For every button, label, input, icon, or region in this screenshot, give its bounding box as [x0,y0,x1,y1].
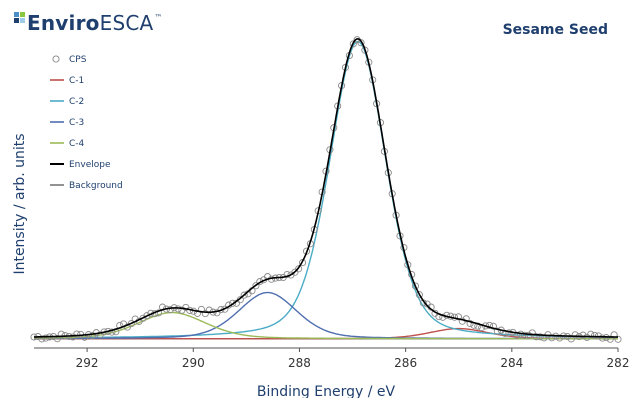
cps-data-point [252,282,260,290]
x-axis-label: Binding Energy / eV [257,384,396,398]
cps-data-point [579,331,587,339]
cps-data-point [73,330,81,338]
cps-data-point [357,39,365,47]
cps-data-point [38,335,46,343]
logo-trademark: ™ [154,13,163,22]
legend-label-c-2: C-2 [69,97,84,107]
x-tick-label: 288 [288,356,311,370]
enviroesca-logo: EnviroESCA ™ [14,10,162,36]
series-c-4-line [33,311,618,340]
legend-label-envelope: Envelope [69,160,111,170]
sample-title: Sesame Seed [502,22,608,38]
cps-data-point [108,328,116,336]
legend-label-c-4: C-4 [69,139,85,149]
legend: CPS C-1 C-2 C-3 C-4 Envelope Background [50,55,123,191]
cps-data-point [466,319,474,328]
series-c-3-line [34,291,618,340]
axes: 292 290 288 286 284 282 [34,347,630,370]
cps-data-point [524,331,533,339]
cps-data-point [485,321,494,329]
cps-data-point [493,327,501,335]
cps-data-point [439,313,447,321]
cps-data-point [536,333,544,341]
legend-label-c-3: C-3 [69,118,84,128]
logo-squares-icon [14,12,25,23]
logo-square-4 [20,18,25,23]
series-envelope-line [34,37,618,338]
logo-wordmark-light: ESCA [99,11,154,35]
cps-data-point [229,299,237,307]
cps-data-point [295,265,303,273]
cps-data-point [556,334,564,342]
cps-data-point [454,313,462,321]
cps-data-point [532,333,540,341]
cps-data-point [614,335,622,343]
cps-data-point [349,40,357,48]
y-axis-label: Intensity / arb. units [12,133,28,274]
cps-data-point [598,334,606,342]
legend-label-c-1: C-1 [69,76,84,86]
cps-data-point [521,331,529,339]
cps-data-point [143,312,151,320]
x-tick-label: 286 [394,356,417,370]
logo-wordmark: EnviroESCA [27,10,153,36]
plot-area [30,36,622,343]
cps-data-point [123,323,131,331]
logo-square-3 [14,18,19,23]
cps-data-point [489,322,497,330]
logo-square-2 [20,12,25,17]
x-tick-label: 290 [182,356,205,370]
cps-data-point [240,291,248,299]
cps-data-point [57,330,65,338]
cps-data-point [462,315,470,323]
legend-label-cps: CPS [69,55,87,65]
cps-data-point [201,310,209,318]
legend-label-background: Background [69,181,123,191]
cps-data-point [548,334,556,342]
cps-data-point [591,331,599,339]
x-tick-label: 282 [607,356,630,370]
cps-data-point [42,334,50,342]
x-tick-label: 284 [500,356,523,370]
logo-square-1 [14,12,19,17]
cps-data-point [127,320,135,328]
cps-data-point [166,306,174,314]
legend-marker-cps [52,55,60,63]
cps-data-point [528,329,536,337]
x-tick-label: 292 [76,356,99,370]
cps-data-point [415,291,423,299]
cps-data-point [610,331,618,339]
cps-data-point [411,282,420,290]
cps-data-point [571,331,579,339]
logo-wordmark-bold: Enviro [27,11,100,35]
cps-data-point [205,306,213,314]
series-c-2-line [34,40,618,339]
